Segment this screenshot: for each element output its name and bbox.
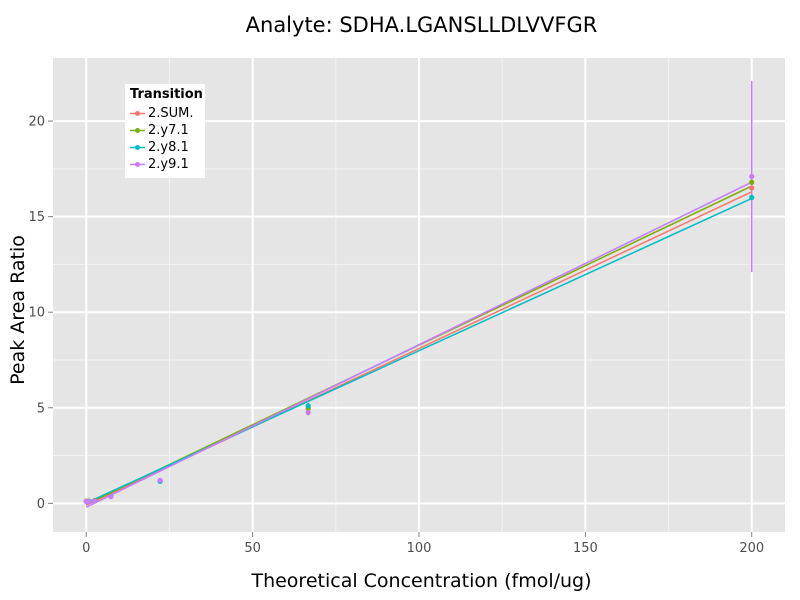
legend-key: [130, 162, 145, 167]
legend-item: 2.y7.1: [129, 122, 205, 139]
legend-item: 2.SUM.: [129, 105, 205, 122]
y-tick-label: 5: [37, 401, 45, 416]
data-point: [305, 409, 311, 416]
data-point: [305, 403, 311, 409]
x-tick-label: 150: [573, 541, 598, 556]
legend-title: Transition: [130, 87, 203, 102]
x-axis-title: Theoretical Concentration (fmol/ug): [251, 570, 592, 592]
legend-item: 2.y9.1: [129, 156, 205, 173]
y-axis-title: Peak Area Ratio: [7, 235, 29, 385]
fit-lines: [85, 181, 753, 508]
y-tick-label: 20: [28, 115, 45, 130]
data-point: [108, 494, 114, 500]
data-point: [91, 498, 98, 504]
legend-key: [130, 111, 145, 116]
y-tick-label: 0: [37, 497, 45, 512]
y-tick-label: 10: [28, 306, 45, 321]
legend: Transition 2.SUM. 2.y7.1 2.y8.1 2.y9.1: [125, 84, 205, 178]
data-point: [86, 498, 92, 505]
legend-key: [130, 128, 145, 133]
data-point: [157, 477, 163, 483]
legend-key: [130, 145, 145, 150]
legend-label: 2.SUM.: [148, 106, 194, 121]
data-point: [749, 185, 755, 191]
chart-title: Analyte: SDHA.LGANSLLDLVVFGR: [245, 13, 598, 37]
legend-label: 2.y9.1: [148, 157, 189, 172]
data-point: [749, 173, 755, 180]
legend-label: 2.y7.1: [148, 123, 189, 138]
fit-line: [85, 181, 753, 508]
x-tick-label: 50: [244, 541, 261, 556]
y-axis-ticks: 0 5 10 15 20: [28, 115, 53, 512]
x-tick-label: 200: [739, 541, 764, 556]
x-axis-ticks: 0 50 100 150 200: [82, 532, 764, 556]
legend-label: 2.y8.1: [148, 140, 189, 155]
data-point: [749, 179, 755, 185]
legend-item: 2.y8.1: [129, 139, 205, 156]
data-point: [749, 194, 755, 201]
x-tick-label: 0: [82, 541, 90, 556]
data-points: [83, 173, 755, 505]
y-tick-label: 15: [28, 210, 45, 225]
x-tick-label: 100: [407, 541, 432, 556]
